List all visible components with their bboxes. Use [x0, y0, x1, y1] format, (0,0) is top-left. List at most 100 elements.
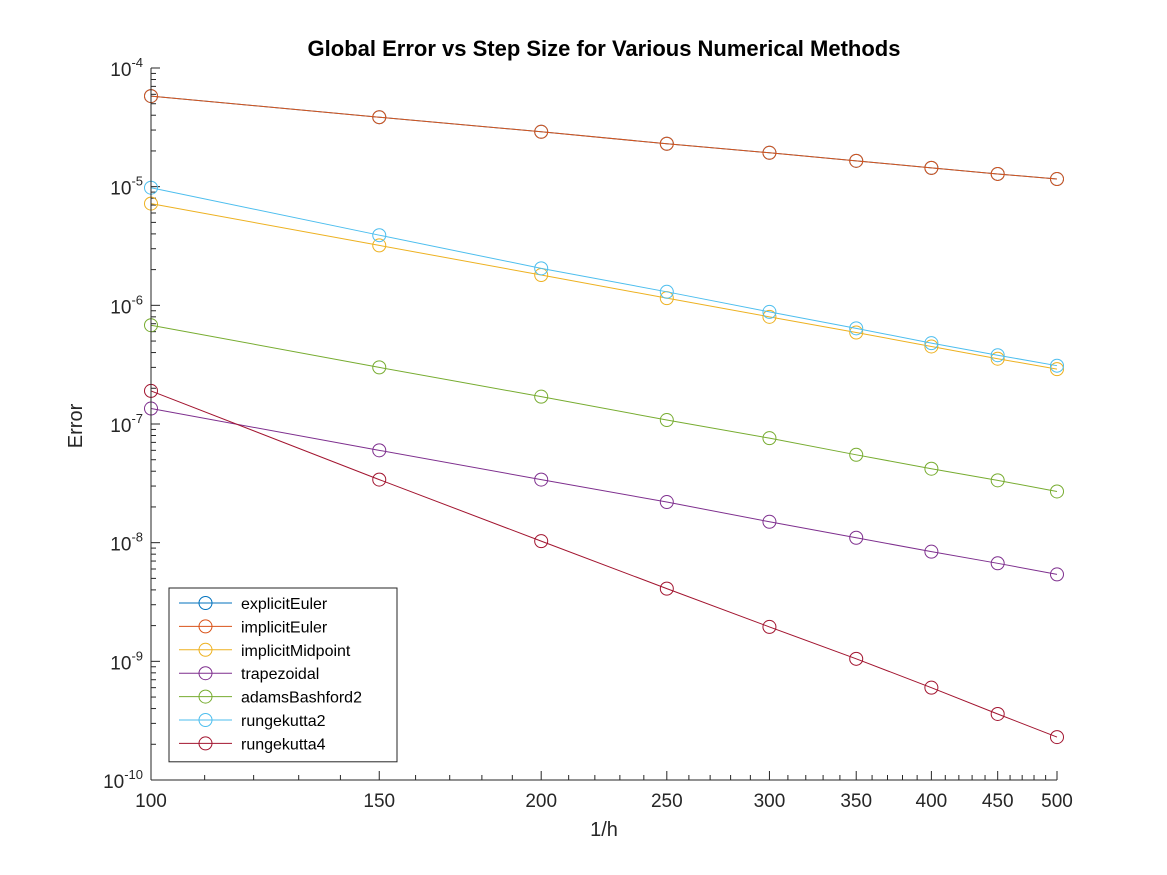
data-point — [372, 360, 387, 375]
series-line — [150, 203, 1058, 370]
series-layer — [144, 89, 1064, 745]
legend-item: explicitEuler — [179, 596, 328, 613]
data-point — [849, 321, 864, 336]
legend-label: implicitEuler — [241, 619, 328, 636]
data-point — [372, 228, 387, 243]
data-point — [849, 325, 864, 340]
data-point — [659, 413, 674, 428]
data-point — [659, 284, 674, 299]
data-point — [990, 473, 1005, 488]
data-point — [762, 619, 777, 634]
y-tick-label: 10-8 — [110, 530, 143, 556]
chart-title: Global Error vs Step Size for Various Nu… — [308, 36, 901, 61]
legend-label: trapezoidal — [241, 666, 319, 683]
legend-box — [168, 587, 398, 763]
x-tick-label: 400 — [916, 791, 948, 812]
data-point — [924, 339, 939, 354]
data-point — [990, 348, 1005, 363]
data-point — [534, 124, 549, 139]
series-line — [150, 187, 1058, 367]
data-point — [924, 461, 939, 476]
data-point — [372, 472, 387, 487]
data-point — [372, 110, 387, 125]
legend-item: implicitEuler — [179, 619, 328, 636]
data-point — [849, 651, 864, 666]
data-point — [659, 581, 674, 596]
data-point — [762, 431, 777, 446]
legend-label: explicitEuler — [241, 596, 328, 613]
x-axis-label: 1/h — [590, 819, 618, 841]
x-tick-label: 200 — [525, 791, 557, 812]
legend-swatch-marker — [198, 596, 213, 610]
data-point — [762, 309, 777, 324]
y-tick-label: 10-6 — [110, 292, 143, 318]
legend: explicitEuler implicitEuler implicitMidpoi… — [168, 587, 398, 763]
legend-item: rungekutta2 — [179, 713, 326, 730]
y-tick-label: 10-9 — [110, 648, 143, 674]
ticks-layer: 100 150 200 250 300 350 400 450 500 10-10 10-9 10-8… — [103, 55, 1073, 812]
data-point — [534, 261, 549, 276]
data-point — [762, 304, 777, 319]
data-point — [990, 166, 1005, 181]
data-point — [924, 336, 939, 351]
x-tick-label: 450 — [982, 791, 1014, 812]
data-point — [762, 514, 777, 529]
legend-label: adamsBashford2 — [241, 690, 362, 707]
data-point — [849, 530, 864, 545]
x-tick-label: 100 — [135, 791, 167, 812]
data-point — [534, 472, 549, 487]
data-point — [924, 160, 939, 175]
legend-swatch-marker — [198, 736, 213, 751]
data-point — [849, 153, 864, 168]
legend-item: implicitMidpoint — [179, 642, 351, 660]
y-tick-label: 10-10 — [103, 767, 143, 793]
legend-label: rungekutta2 — [241, 713, 326, 730]
data-point — [1050, 484, 1064, 499]
data-point — [1050, 730, 1064, 745]
data-point — [924, 544, 939, 559]
data-point — [990, 706, 1005, 721]
data-point — [1050, 362, 1064, 377]
legend-label: implicitMidpoint — [241, 643, 351, 660]
y-tick-label: 10-5 — [110, 174, 143, 200]
x-tick-label: 350 — [840, 791, 872, 812]
legend-item: trapezoidal — [179, 666, 319, 683]
data-point — [849, 447, 864, 462]
legend-swatch-marker — [198, 689, 213, 704]
x-tick-label: 300 — [754, 791, 786, 812]
series-line — [150, 95, 1058, 180]
legend-swatch-marker — [198, 619, 213, 634]
data-point — [534, 534, 549, 549]
x-tick-label: 500 — [1041, 791, 1073, 812]
data-point — [924, 680, 939, 695]
data-point — [659, 136, 674, 151]
data-point — [659, 495, 674, 510]
data-point — [1050, 172, 1064, 187]
series-trapezoidal — [144, 401, 1064, 582]
data-point — [1050, 358, 1064, 373]
data-point — [1050, 567, 1064, 582]
series-line — [150, 390, 1058, 738]
series-line — [150, 324, 1058, 492]
data-point — [534, 389, 549, 404]
y-tick-label: 10-7 — [110, 411, 143, 437]
legend-item: adamsBashford2 — [179, 689, 362, 707]
y-axis-label: Error — [65, 403, 87, 448]
data-point — [762, 145, 777, 160]
series-rungekutta4 — [144, 383, 1064, 745]
x-tick-label: 150 — [363, 791, 395, 812]
data-point — [372, 443, 387, 458]
x-tick-label: 250 — [651, 791, 683, 812]
y-tick-label: 10-4 — [110, 55, 143, 81]
legend-swatch-marker — [198, 666, 213, 681]
series-line — [150, 408, 1058, 575]
legend-swatch-marker — [198, 713, 213, 727]
series-implicitMidpoint — [144, 196, 1064, 377]
data-point — [990, 556, 1005, 571]
legend-item: rungekutta4 — [179, 736, 326, 753]
data-point — [990, 351, 1005, 366]
legend-swatch-marker — [198, 642, 213, 657]
legend-label: rungekutta4 — [241, 736, 326, 753]
data-point — [372, 238, 387, 253]
